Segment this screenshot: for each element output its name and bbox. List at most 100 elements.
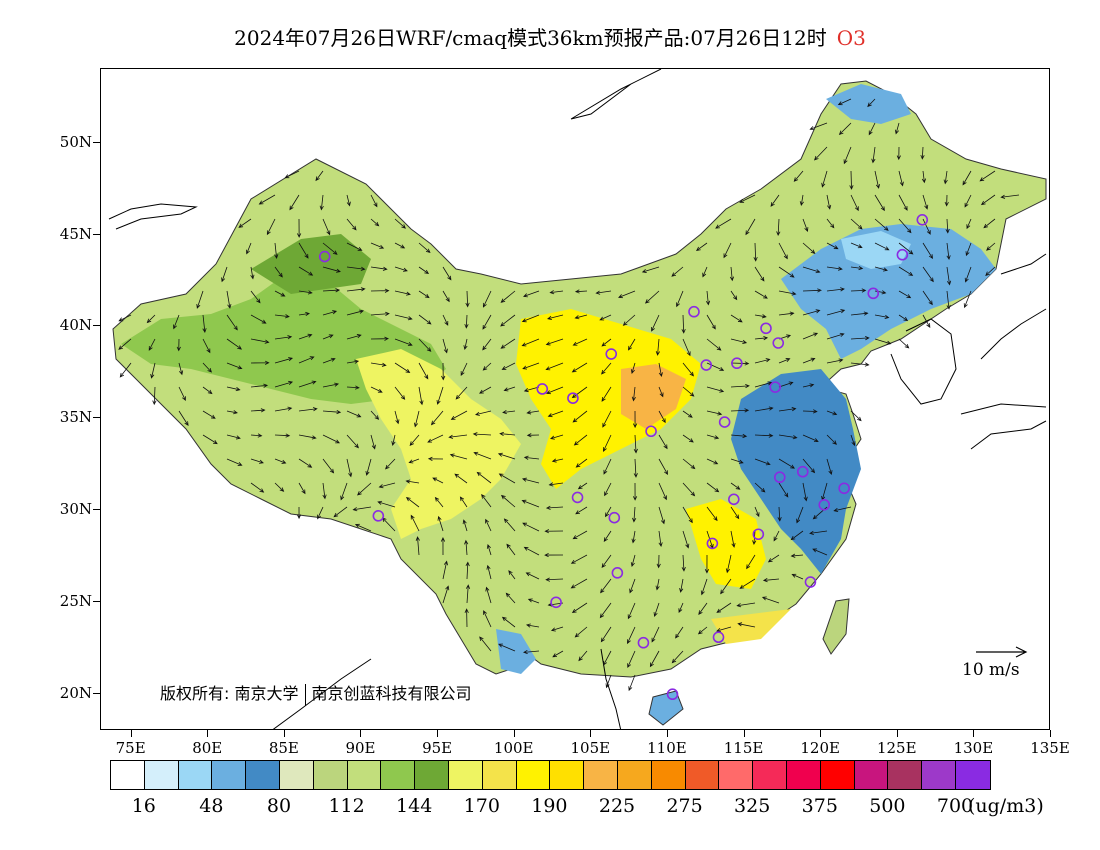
station-marker[interactable]	[796, 465, 809, 478]
wind-arrow	[802, 357, 816, 364]
wind-arrow	[802, 434, 819, 443]
wind-arrow	[394, 314, 413, 321]
wind-arrow	[802, 266, 821, 274]
station-marker[interactable]	[769, 381, 781, 393]
wind-arrow	[152, 386, 157, 406]
station-marker[interactable]	[818, 499, 831, 511]
station-marker[interactable]	[666, 688, 679, 701]
wind-arrow	[503, 386, 516, 392]
station-marker[interactable]	[536, 383, 549, 395]
wind-arrow	[632, 482, 638, 501]
station-marker[interactable]	[645, 425, 657, 438]
station-marker[interactable]	[728, 493, 740, 506]
lat-tick	[93, 233, 100, 235]
station-marker[interactable]	[571, 491, 584, 504]
station-marker[interactable]	[916, 213, 929, 226]
station-marker[interactable]	[567, 392, 579, 404]
wind-arrow	[802, 458, 816, 474]
wind-arrow	[455, 386, 468, 400]
wind-arrow	[720, 578, 732, 595]
wind-arrow	[346, 287, 366, 292]
wind-arrow	[274, 406, 293, 412]
station-marker[interactable]	[712, 631, 725, 644]
baikal-coast	[570, 69, 662, 120]
station-marker[interactable]	[688, 305, 700, 318]
station-marker[interactable]	[804, 576, 817, 588]
wind-arrow	[826, 287, 845, 292]
wind-arrow	[595, 290, 612, 295]
wind-arrow	[602, 410, 612, 428]
color-bar-label: 170	[463, 795, 500, 817]
wind-arrow	[671, 650, 684, 664]
wind-arrow	[298, 380, 317, 388]
wind-arrow	[867, 98, 876, 108]
color-bar-swatch	[854, 761, 889, 789]
wind-arrow	[964, 194, 972, 208]
wind-arrow	[809, 530, 828, 535]
wind-arrow	[523, 290, 540, 298]
station-marker[interactable]	[706, 537, 719, 550]
lon-label: 135E	[1030, 739, 1070, 757]
wind-arrow	[551, 458, 564, 463]
station-marker[interactable]	[772, 337, 785, 349]
east-blue	[731, 369, 861, 574]
wind-arrow	[482, 290, 492, 308]
map-panel[interactable]	[100, 68, 1050, 730]
station-marker[interactable]	[372, 510, 385, 522]
wind-arrow	[472, 432, 492, 437]
wind-arrow	[675, 626, 684, 639]
station-marker[interactable]	[318, 250, 331, 263]
station-marker[interactable]	[867, 287, 880, 300]
wind-arrow	[868, 122, 876, 136]
wind-arrow	[418, 386, 424, 406]
wind-arrow	[746, 554, 756, 570]
wind-arrow	[346, 458, 353, 478]
station-marker[interactable]	[608, 511, 621, 524]
station-marker[interactable]	[896, 248, 909, 261]
wind-arrow	[297, 218, 302, 238]
station-marker[interactable]	[773, 471, 786, 484]
lat-label: 35N	[59, 408, 92, 427]
wind-arrow	[544, 529, 564, 534]
wind-arrow	[874, 290, 887, 295]
station-marker[interactable]	[752, 528, 765, 541]
wind-arrow	[739, 194, 756, 203]
wind-arrow	[874, 170, 880, 189]
color-bar-swatch	[279, 761, 314, 789]
map-canvas	[108, 69, 1047, 729]
color-bar-swatch	[888, 761, 923, 789]
wind-arrow	[791, 573, 804, 580]
wind-arrow	[118, 338, 132, 350]
wind-arrow	[481, 493, 492, 508]
wind-arrow	[730, 458, 744, 464]
wind-arrow	[572, 530, 588, 540]
station-marker[interactable]	[605, 348, 618, 360]
wind-arrow	[850, 311, 869, 316]
wind-arrow	[250, 338, 270, 344]
lat-tick	[93, 601, 100, 603]
wind-arrow	[682, 410, 693, 418]
wind-arrow	[442, 314, 449, 326]
station-marker[interactable]	[838, 482, 850, 495]
station-marker[interactable]	[550, 596, 562, 609]
wind-arrow	[678, 602, 684, 614]
title-variable: O3	[836, 26, 866, 50]
wind-arrow	[250, 433, 263, 438]
station-marker[interactable]	[718, 416, 731, 428]
station-marker[interactable]	[760, 322, 772, 335]
station-marker[interactable]	[731, 357, 743, 370]
wind-arrow	[501, 362, 516, 370]
wind-arrow	[522, 522, 540, 532]
wind-arrow	[522, 362, 540, 370]
wind-arrow	[777, 506, 782, 522]
lat-label: 50N	[59, 132, 92, 151]
lon-tick	[130, 730, 132, 737]
wind-arrow	[754, 314, 767, 319]
wind-arrow	[898, 290, 912, 299]
wind-arrow	[682, 458, 696, 470]
station-marker[interactable]	[700, 359, 713, 371]
wind-arrow	[202, 410, 216, 419]
wind-arrow	[682, 386, 695, 397]
station-marker[interactable]	[637, 636, 650, 649]
station-marker[interactable]	[611, 567, 624, 579]
